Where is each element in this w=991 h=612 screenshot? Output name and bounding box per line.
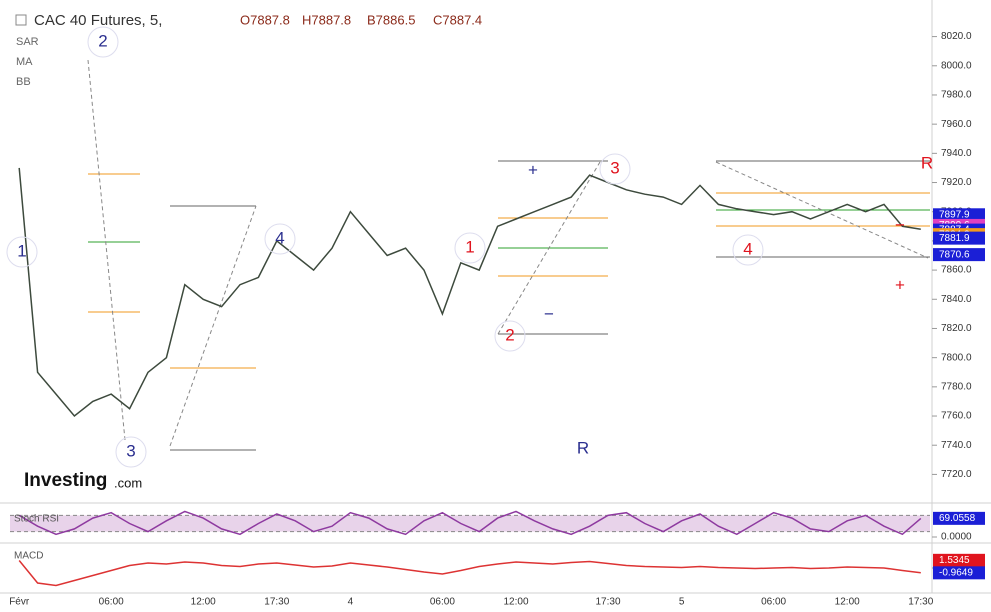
wave-label: 4 (743, 239, 752, 258)
price-label: -0.9649 (939, 567, 973, 578)
wave-circle (454, 232, 486, 264)
x-tick-label: 5 (679, 597, 685, 608)
y-tick-label: 0.0000 (941, 532, 972, 543)
wave-label: + (528, 160, 538, 179)
indicator-line (18, 560, 921, 587)
x-tick-label: 17:30 (595, 597, 620, 608)
wave-label: 3 (126, 441, 135, 460)
wave-label: 4 (275, 228, 284, 247)
indicator-label[interactable]: BB (16, 76, 31, 88)
y-tick-label: 7840.0 (941, 294, 972, 305)
wave-label: 1 (17, 241, 26, 260)
y-tick-label: 7980.0 (941, 90, 972, 101)
x-tick-label: Févr (9, 597, 30, 608)
y-tick-label: 7760.0 (941, 411, 972, 422)
wave-label: R (921, 153, 933, 172)
logo-suffix: .com (114, 475, 142, 490)
wave-line (87, 59, 126, 441)
collapse-icon[interactable] (15, 14, 27, 26)
x-tick-label: 06:00 (761, 597, 786, 608)
x-tick-label: 06:00 (430, 597, 455, 608)
x-tick-label: 12:00 (835, 597, 860, 608)
wave-circle (6, 236, 38, 268)
chart-title: CAC 40 Futures, 5, (34, 12, 162, 29)
indicator-label[interactable]: SAR (16, 36, 39, 48)
price-label-box (933, 566, 985, 580)
pane-title: MACD (14, 551, 43, 562)
wave-circle (494, 320, 526, 352)
price-label: 7897.9 (939, 209, 970, 220)
wave-label: + (895, 275, 905, 294)
price-label-box (933, 248, 985, 262)
price-label: 1.5345 (939, 555, 970, 566)
x-tick-label: 17:30 (908, 597, 933, 608)
wave-label: 2 (505, 325, 514, 344)
x-tick-label: 12:00 (503, 597, 528, 608)
wave-line (169, 205, 257, 447)
wave-circle (87, 26, 119, 58)
wave-circle (115, 436, 147, 468)
x-tick-label: 12:00 (191, 597, 216, 608)
wave-circle (599, 153, 631, 185)
indicator-label[interactable]: MA (16, 56, 33, 68)
y-tick-label: 7740.0 (941, 440, 972, 451)
y-tick-label: 7960.0 (941, 119, 972, 130)
y-tick-label: 8020.0 (941, 31, 972, 42)
x-tick-label: 4 (348, 597, 354, 608)
wave-circle (264, 223, 296, 255)
y-tick-label: 7720.0 (941, 469, 972, 480)
price-label: 7881.9 (939, 233, 970, 244)
y-tick-label: 7820.0 (941, 323, 972, 334)
price-label-box (933, 511, 985, 525)
y-tick-label: 7780.0 (941, 381, 972, 392)
pane-title: Stoch RSI (14, 514, 59, 525)
logo: Investing (24, 470, 107, 491)
wave-line (715, 161, 929, 259)
wave-label: − (544, 304, 554, 323)
price-label: 7870.6 (939, 249, 970, 260)
price-label-box (933, 208, 985, 222)
price-label: 69.0558 (939, 513, 976, 524)
y-tick-label: 7800.0 (941, 352, 972, 363)
x-tick-label: 17:30 (264, 597, 289, 608)
price-label-box (933, 553, 985, 567)
wave-circle (732, 234, 764, 266)
wave-label: 2 (98, 31, 107, 50)
price-label-box (933, 231, 985, 245)
ohlc-low: B7886.5 (367, 12, 415, 27)
indicator-line (18, 510, 922, 536)
y-tick-label: 8000.0 (941, 60, 972, 71)
stoch-band (10, 515, 930, 532)
wave-line (497, 161, 601, 335)
fib-levels (87, 59, 930, 451)
ohlc-high: H7887.8 (302, 12, 351, 27)
y-tick-label: 7860.0 (941, 265, 972, 276)
wave-label: 3 (610, 158, 619, 177)
wave-label: 1 (465, 237, 474, 256)
ohlc-open: O7887.8 (240, 12, 290, 27)
x-tick-label: 06:00 (99, 597, 124, 608)
price-line (18, 167, 921, 418)
wave-label: R (577, 438, 589, 457)
y-tick-label: 7940.0 (941, 148, 972, 159)
y-tick-label: 7920.0 (941, 177, 972, 188)
wave-label: − (895, 215, 905, 234)
ohlc-close: C7887.4 (433, 12, 482, 27)
